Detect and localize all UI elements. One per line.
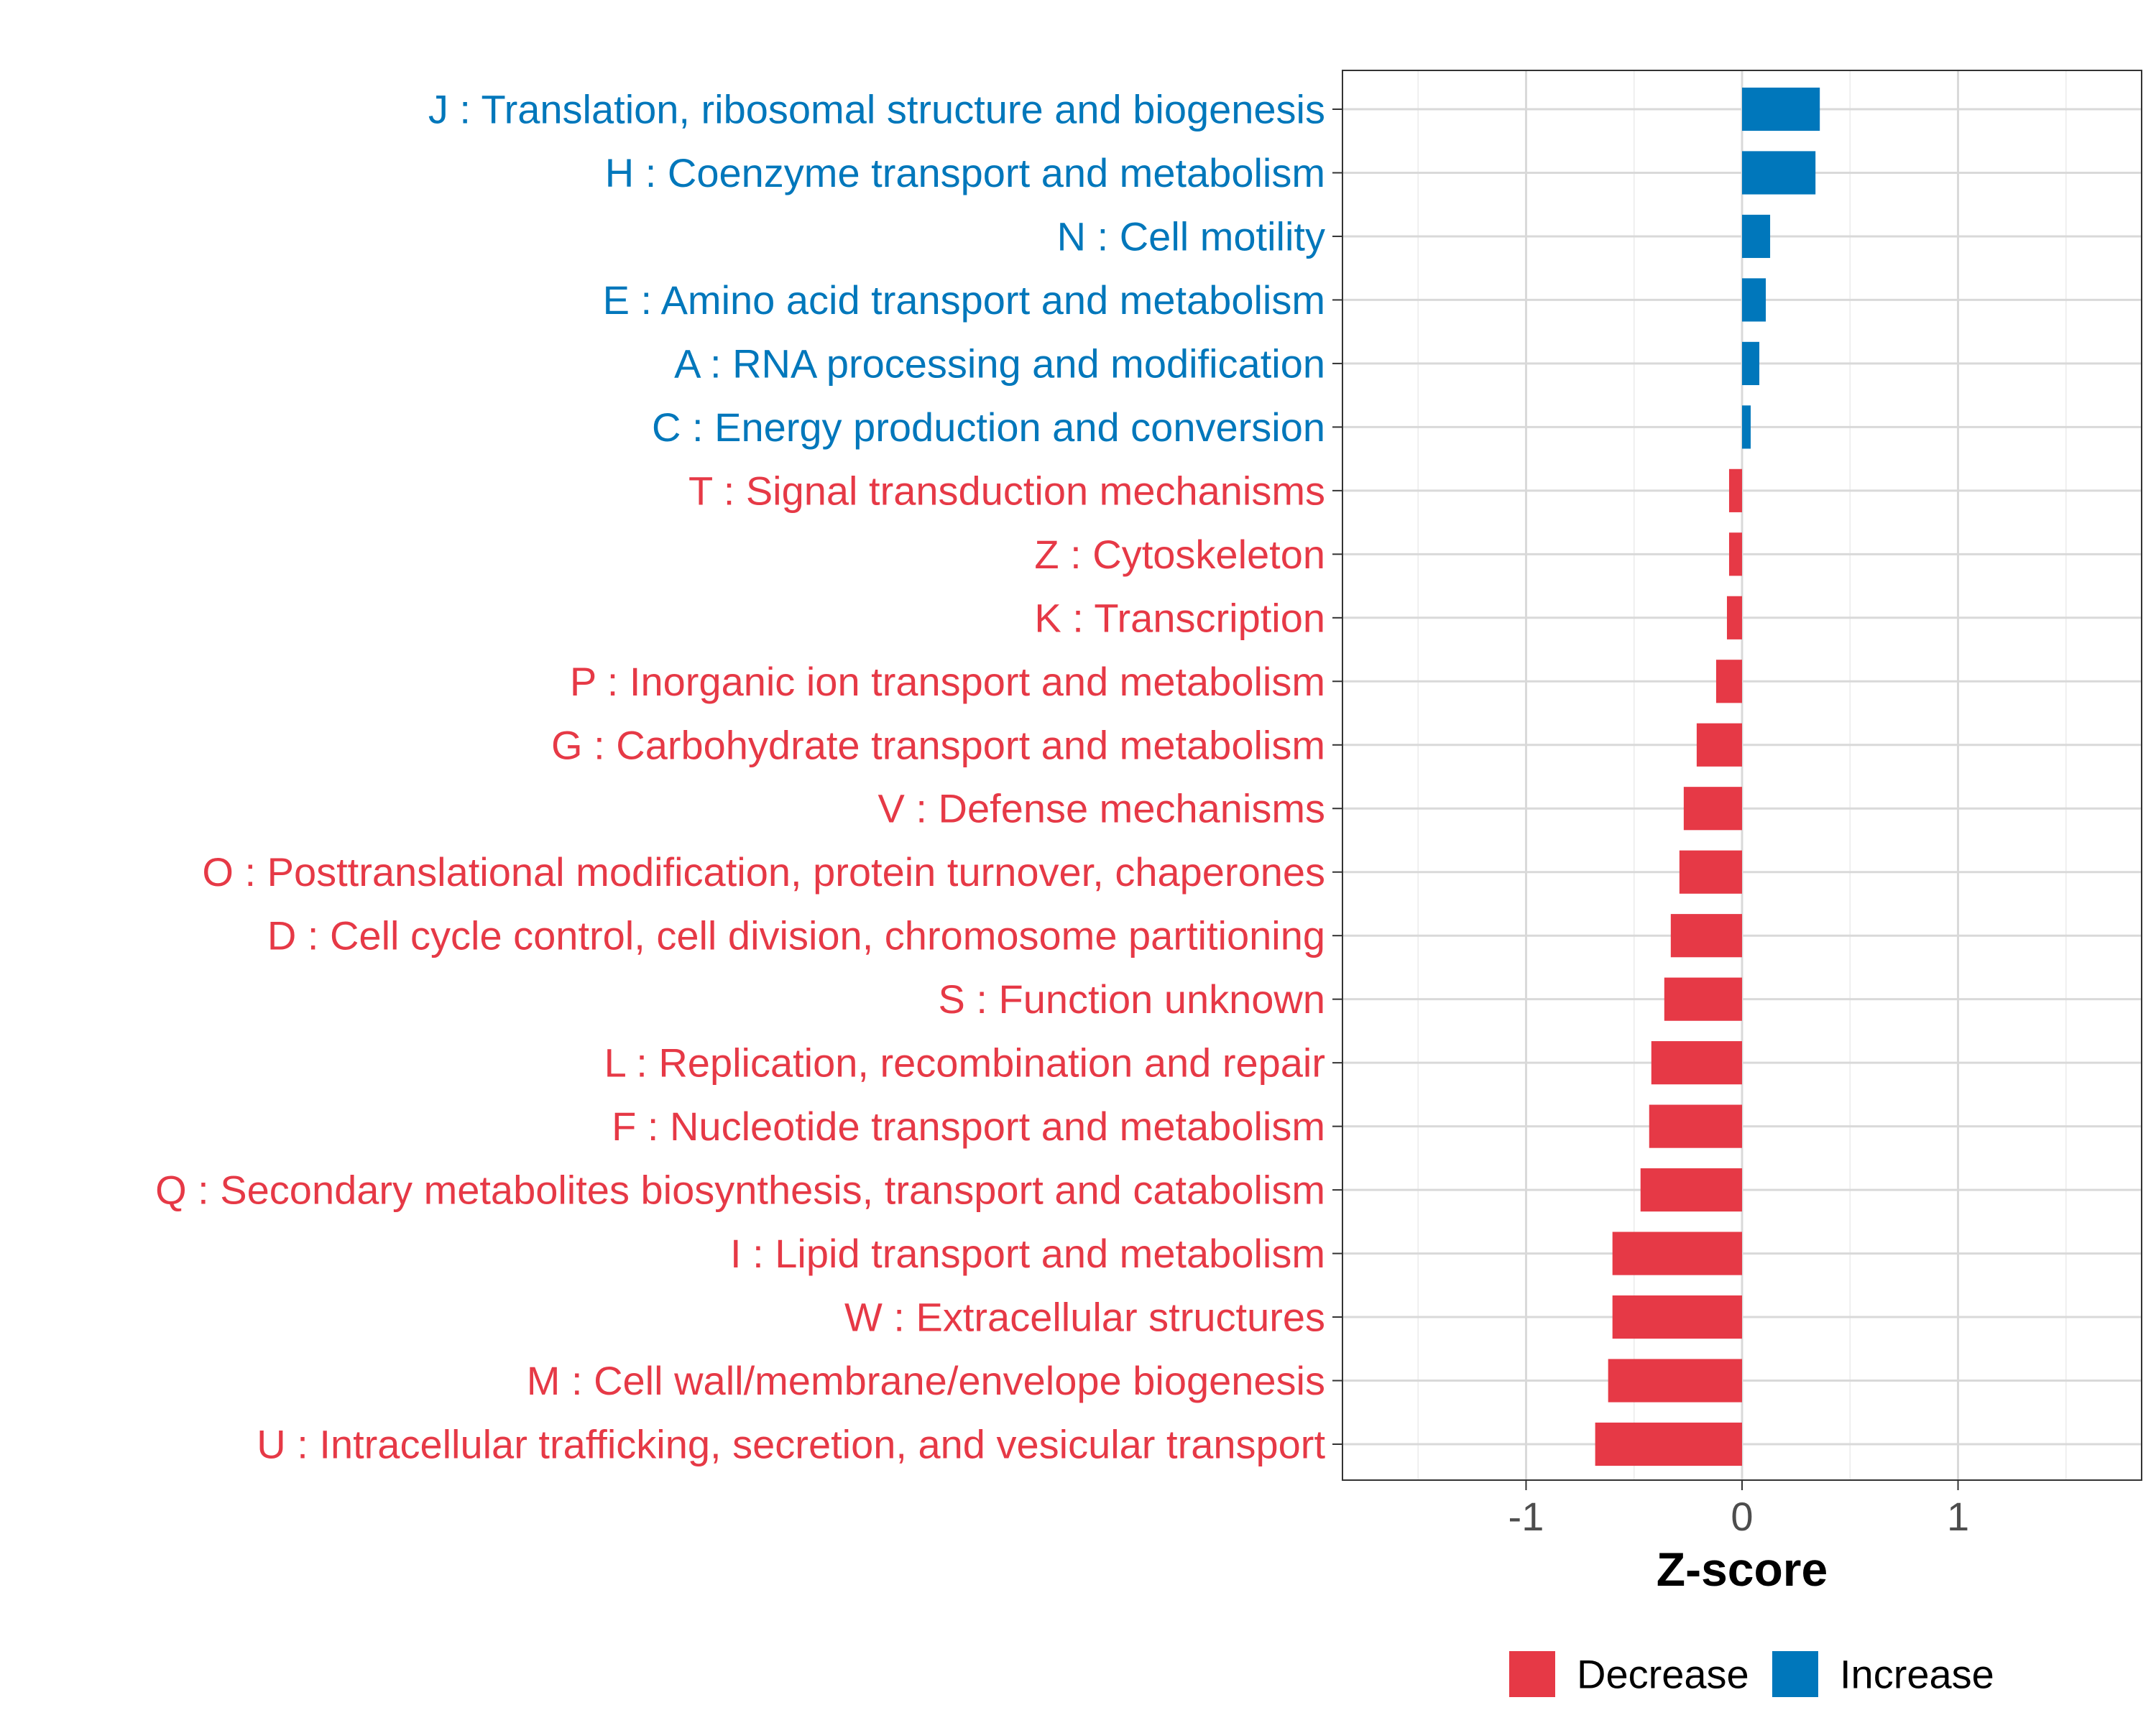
bar-8 — [1726, 596, 1742, 639]
category-label-6: T : Signal transduction mechanisms — [688, 468, 1325, 513]
x-tick-label-1: 0 — [1731, 1494, 1753, 1539]
bar-9 — [1715, 660, 1742, 703]
category-label-19: W : Extracellular structures — [844, 1295, 1325, 1340]
category-label-2: N : Cell motility — [1057, 213, 1325, 259]
category-label-15: L : Replication, recombination and repai… — [604, 1040, 1325, 1086]
bar-7 — [1728, 532, 1742, 576]
bar-20 — [1608, 1359, 1742, 1403]
category-label-21: U : Intracellular trafficking, secretion… — [257, 1422, 1325, 1467]
bar-10 — [1696, 723, 1742, 767]
category-labels: J : Translation, ribosomal structure and… — [155, 87, 1342, 1467]
bar-16 — [1649, 1104, 1742, 1148]
legend-label-increase: Increase — [1840, 1652, 1994, 1697]
legend-swatch-decrease — [1509, 1651, 1555, 1697]
bar-0 — [1742, 87, 1820, 131]
bar-4 — [1742, 341, 1760, 385]
bar-18 — [1612, 1232, 1742, 1275]
bar-1 — [1742, 151, 1816, 195]
bar-6 — [1728, 468, 1742, 512]
x-tick-label-0: -1 — [1508, 1494, 1544, 1539]
category-label-3: E : Amino acid transport and metabolism — [603, 277, 1325, 323]
category-label-0: J : Translation, ribosomal structure and… — [428, 87, 1325, 132]
bar-12 — [1679, 850, 1742, 894]
x-axis: -1 0 1 — [1508, 1480, 1969, 1539]
bar-2 — [1742, 214, 1771, 259]
category-label-11: V : Defense mechanisms — [878, 786, 1325, 831]
category-label-10: G : Carbohydrate transport and metabolis… — [551, 722, 1325, 767]
bar-13 — [1670, 914, 1742, 958]
x-tick-label-2: 1 — [1947, 1494, 1969, 1539]
category-label-7: Z : Cytoskeleton — [1034, 532, 1325, 577]
category-label-4: A : RNA processing and modification — [674, 341, 1325, 386]
bar-21 — [1595, 1422, 1742, 1466]
bar-15 — [1651, 1041, 1742, 1085]
category-label-12: O : Posttranslational modification, prot… — [202, 849, 1325, 895]
bar-11 — [1683, 787, 1742, 831]
category-label-9: P : Inorganic ion transport and metaboli… — [570, 659, 1325, 704]
category-label-16: F : Nucleotide transport and metabolism — [612, 1104, 1325, 1149]
category-label-13: D : Cell cycle control, cell division, c… — [267, 913, 1325, 958]
bar-5 — [1742, 405, 1751, 449]
bar-14 — [1664, 977, 1742, 1021]
legend-swatch-increase — [1772, 1651, 1818, 1697]
category-label-18: I : Lipid transport and metabolism — [730, 1231, 1325, 1276]
category-label-8: K : Transcription — [1034, 595, 1325, 640]
category-label-20: M : Cell wall/membrane/envelope biogenes… — [527, 1358, 1325, 1403]
category-label-17: Q : Secondary metabolites biosynthesis, … — [155, 1168, 1325, 1213]
category-label-1: H : Coenzyme transport and metabolism — [605, 150, 1325, 195]
category-label-14: S : Function unknown — [938, 976, 1325, 1022]
bar-3 — [1742, 278, 1766, 322]
legend: Decrease Increase — [1509, 1651, 1994, 1697]
bar-19 — [1612, 1295, 1742, 1339]
category-label-5: C : Energy production and conversion — [652, 405, 1325, 450]
bars — [1595, 87, 1820, 1466]
legend-label-decrease: Decrease — [1577, 1652, 1749, 1697]
x-axis-title: Z-score — [1657, 1543, 1828, 1596]
bar-17 — [1640, 1168, 1742, 1212]
